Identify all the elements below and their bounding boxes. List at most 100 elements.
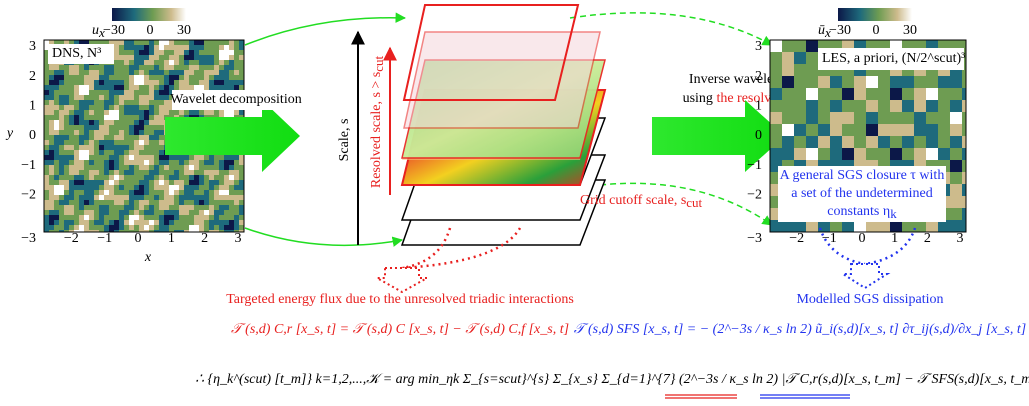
field-cell bbox=[134, 150, 139, 155]
field-cell bbox=[782, 100, 794, 112]
field-cell bbox=[174, 50, 179, 55]
field-cell bbox=[194, 155, 199, 160]
field-cell bbox=[94, 65, 99, 70]
field-cell bbox=[74, 75, 79, 80]
field-cell bbox=[64, 130, 69, 135]
field-cell bbox=[114, 95, 119, 100]
field-cell bbox=[189, 75, 194, 80]
field-cell bbox=[950, 220, 962, 232]
field-cell bbox=[179, 175, 184, 180]
field-cell bbox=[194, 170, 199, 175]
field-cell bbox=[149, 205, 154, 210]
field-cell bbox=[129, 135, 134, 140]
field-cell bbox=[49, 90, 54, 95]
field-cell bbox=[119, 75, 124, 80]
field-cell bbox=[134, 155, 139, 160]
field-cell bbox=[962, 148, 966, 160]
field-cell bbox=[219, 175, 224, 180]
field-cell bbox=[174, 220, 179, 225]
field-cell bbox=[134, 115, 139, 120]
field-cell bbox=[99, 190, 104, 195]
field-cell bbox=[124, 85, 129, 90]
field-cell bbox=[79, 95, 84, 100]
field-cell bbox=[59, 155, 64, 160]
field-cell bbox=[159, 150, 164, 155]
field-cell bbox=[74, 90, 79, 95]
field-cell bbox=[94, 195, 99, 200]
field-cell bbox=[124, 165, 129, 170]
field-cell bbox=[79, 40, 84, 45]
field-cell bbox=[149, 215, 154, 220]
field-cell bbox=[174, 160, 179, 165]
field-cell bbox=[84, 65, 89, 70]
field-cell bbox=[79, 190, 84, 195]
field-cell bbox=[119, 225, 124, 230]
field-cell bbox=[229, 55, 234, 60]
field-cell bbox=[54, 180, 59, 185]
field-cell bbox=[69, 225, 74, 230]
field-cell bbox=[69, 115, 74, 120]
field-cell bbox=[179, 75, 184, 80]
field-cell bbox=[114, 80, 119, 85]
field-cell bbox=[99, 140, 104, 145]
field-cell bbox=[234, 185, 239, 190]
field-cell bbox=[214, 180, 219, 185]
field-cell bbox=[219, 185, 224, 190]
field-cell bbox=[214, 195, 219, 200]
field-cell bbox=[164, 200, 169, 205]
field-cell bbox=[89, 85, 94, 90]
field-cell bbox=[159, 85, 164, 90]
field-cell bbox=[902, 148, 914, 160]
field-cell bbox=[144, 225, 149, 230]
field-cell bbox=[204, 175, 209, 180]
field-cell bbox=[189, 215, 194, 220]
field-cell bbox=[99, 185, 104, 190]
field-cell bbox=[229, 70, 234, 75]
field-cell bbox=[44, 215, 49, 220]
field-cell bbox=[149, 65, 154, 70]
field-cell bbox=[926, 76, 938, 88]
field-cell bbox=[189, 60, 194, 65]
field-cell bbox=[44, 185, 49, 190]
field-cell bbox=[104, 230, 109, 232]
field-cell bbox=[794, 40, 806, 52]
field-cell bbox=[144, 120, 149, 125]
field-cell bbox=[54, 210, 59, 215]
field-cell bbox=[209, 185, 214, 190]
y-tick-label: −2 bbox=[21, 188, 36, 203]
field-cell bbox=[104, 135, 109, 140]
field-cell bbox=[49, 125, 54, 130]
field-cell bbox=[159, 165, 164, 170]
field-cell bbox=[69, 140, 74, 145]
field-cell bbox=[74, 105, 79, 110]
field-cell bbox=[134, 50, 139, 55]
field-cell bbox=[109, 145, 114, 150]
field-cell bbox=[59, 40, 64, 45]
field-cell bbox=[124, 75, 129, 80]
y-tick-label: 2 bbox=[29, 69, 36, 84]
field-cell bbox=[59, 115, 64, 120]
field-cell bbox=[114, 155, 119, 160]
field-cell bbox=[149, 100, 154, 105]
field-cell bbox=[199, 215, 204, 220]
field-cell bbox=[109, 115, 114, 120]
field-cell bbox=[962, 88, 966, 100]
field-cell bbox=[878, 136, 890, 148]
field-cell bbox=[174, 230, 179, 232]
field-cell bbox=[119, 175, 124, 180]
field-cell bbox=[219, 60, 224, 65]
field-cell bbox=[169, 230, 174, 232]
field-cell bbox=[114, 150, 119, 155]
left-colorbar bbox=[112, 8, 186, 21]
field-cell bbox=[209, 65, 214, 70]
field-cell bbox=[129, 125, 134, 130]
field-cell bbox=[866, 136, 878, 148]
field-cell bbox=[199, 55, 204, 60]
y-tick-label: 3 bbox=[755, 39, 762, 54]
field-cell bbox=[189, 205, 194, 210]
field-cell bbox=[189, 80, 194, 85]
field-cell bbox=[159, 200, 164, 205]
field-cell bbox=[59, 95, 64, 100]
field-cell bbox=[234, 170, 239, 175]
field-cell bbox=[209, 175, 214, 180]
